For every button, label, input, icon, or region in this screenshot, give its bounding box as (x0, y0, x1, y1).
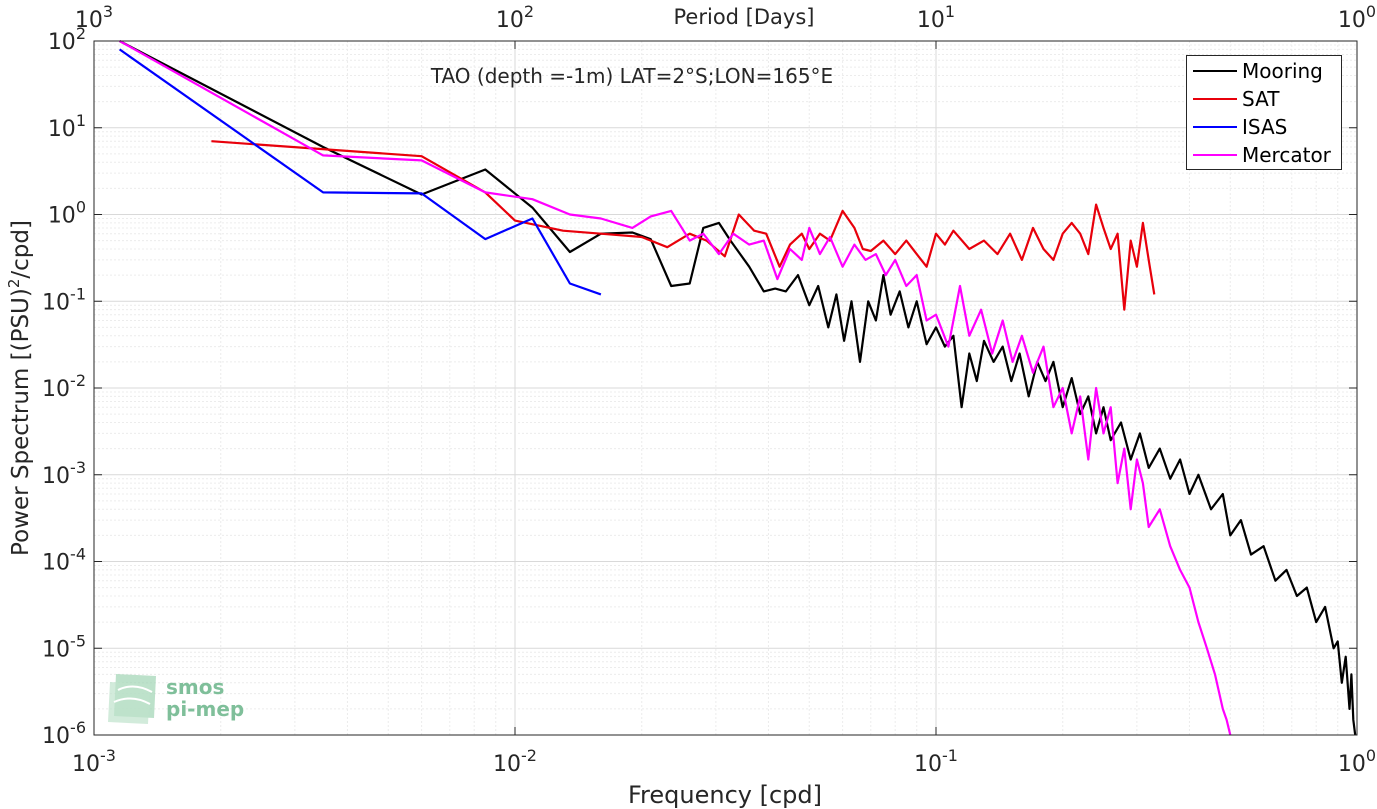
y-axis-label-sup: 2 (5, 279, 23, 289)
chart-title: TAO (depth =-1m) LAT=2°S;LON=165°E (430, 64, 833, 88)
top-tick-label: 101 (917, 2, 955, 33)
smos-pimep-logo: smos pi-mep (108, 668, 248, 728)
logo-wave-icon (108, 674, 156, 724)
x-tick-label: 10-1 (914, 746, 958, 777)
legend-label-isas: ISAS (1242, 115, 1288, 139)
series-line-mooring (119, 40, 1357, 736)
logo-text-smos: smos (166, 675, 225, 699)
y-tick-label: 102 (48, 24, 86, 55)
legend-label-mooring: Mooring (1242, 59, 1323, 83)
legend-swatch-sat (1193, 98, 1237, 100)
x-tick-label: 10-2 (493, 746, 537, 777)
legend-item-mooring: Mooring (1193, 57, 1323, 85)
y-tick-label: 10-4 (42, 545, 86, 576)
legend-item-sat: SAT (1193, 85, 1279, 113)
x-tick-label: 10-3 (72, 746, 116, 777)
legend-label-sat: SAT (1242, 87, 1280, 111)
y-tick-label: 10-2 (42, 371, 86, 402)
series-lines (118, 40, 1357, 736)
y-tick-label: 101 (48, 111, 86, 142)
legend-swatch-mooring (1193, 70, 1237, 72)
top-tick-label: 100 (1338, 2, 1376, 33)
y-axis-label-tail: /cpd] (8, 220, 34, 279)
top-tick-label: 102 (496, 2, 534, 33)
legend-label-mercator: Mercator (1242, 143, 1331, 167)
top-axis-label: Period [Days] (674, 5, 815, 29)
y-tick-label: 10-1 (42, 284, 86, 315)
y-tick-label: 10-3 (42, 458, 86, 489)
y-tick-label: 100 (48, 198, 86, 229)
legend-swatch-mercator (1193, 154, 1237, 156)
grid (93, 41, 1357, 736)
x-tick-label: 100 (1338, 746, 1376, 777)
legend: Mooring SAT ISAS Mercator (1186, 55, 1342, 170)
top-tick-label: 103 (75, 2, 113, 33)
legend-item-isas: ISAS (1193, 113, 1287, 141)
legend-item-mercator: Mercator (1193, 141, 1331, 169)
x-axis-label: Frequency [cpd] (628, 781, 822, 809)
legend-swatch-isas (1193, 126, 1237, 128)
series-line-mercator (119, 40, 1232, 736)
series-line-isas (118, 48, 602, 296)
logo-text-pimep: pi-mep (166, 697, 245, 721)
y-tick-label: 10-5 (42, 631, 86, 662)
y-axis-label: Power Spectrum [(PSU)2/cpd] (5, 220, 34, 556)
series-line-sat (211, 140, 1156, 311)
y-axis-label-main: Power Spectrum [(PSU) (8, 288, 34, 556)
y-tick-label: 10-6 (42, 718, 86, 749)
